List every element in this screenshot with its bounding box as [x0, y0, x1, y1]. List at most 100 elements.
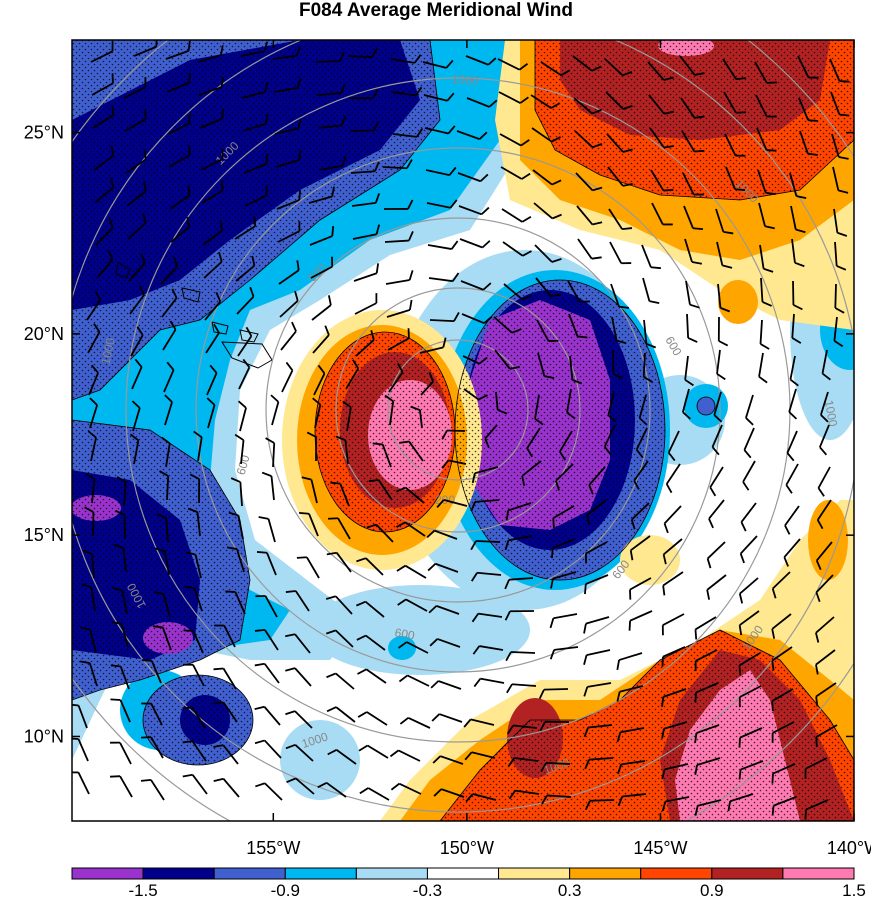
wind-barb [189, 473, 201, 504]
wind-barb [607, 166, 633, 187]
wind-barb [504, 610, 535, 621]
wind-barb [237, 400, 247, 432]
wind-barb [429, 638, 461, 648]
wind-barb [335, 435, 349, 465]
wind-barb [111, 621, 129, 648]
wind-barb [535, 277, 562, 298]
wind-barb [694, 649, 718, 671]
wind-barb [568, 313, 588, 339]
colorbar-swatch [569, 867, 642, 880]
wind-barb [226, 546, 245, 573]
wind-barb [470, 499, 500, 512]
wind-barb [465, 55, 497, 66]
wind-barb [277, 221, 301, 243]
wind-barb [465, 793, 497, 803]
ring-label: 600 [394, 625, 416, 642]
colorbar-swatch [142, 867, 215, 880]
wind-barb [169, 185, 191, 210]
wind-barb [456, 130, 488, 140]
wind-barb [185, 551, 202, 579]
wind-barb [276, 189, 302, 210]
ring-label: 600 [234, 453, 253, 476]
wind-barb [586, 499, 607, 525]
colorbar-label: -0.3 [413, 881, 442, 900]
x-tick-label: 140°W [827, 838, 871, 858]
wind-barb [463, 388, 488, 401]
colorbar-swatch [782, 867, 855, 880]
wind-barb [350, 161, 380, 174]
wind-barb [484, 424, 498, 449]
wind-barb [727, 793, 754, 812]
wind-barb [213, 667, 237, 690]
wind-barb [199, 108, 224, 129]
range-ring-800 [195, 147, 721, 673]
wind-barb [384, 231, 414, 243]
wind-barb [384, 394, 395, 426]
wind-barb [706, 541, 726, 569]
wind-barb [399, 717, 431, 729]
wind-barb [325, 629, 354, 648]
wind-barb [771, 688, 794, 712]
wind-barb [204, 291, 222, 321]
wind-barb [433, 788, 465, 798]
wind-barb [616, 652, 643, 671]
wind-barb [830, 91, 850, 117]
wind-barb [390, 54, 422, 64]
wind-barb [368, 479, 393, 501]
wind-barb [790, 205, 806, 234]
wind-barb [94, 177, 115, 204]
ring-label: 1000 [451, 72, 479, 88]
wind-barb [372, 442, 392, 468]
y-tick-label: 15°N [24, 525, 64, 545]
wind-barb [281, 361, 294, 393]
wind-barb [572, 55, 602, 72]
wind-barb [385, 270, 414, 285]
wind-barb [661, 646, 686, 667]
wind-barb [261, 471, 275, 501]
wind-barb [497, 58, 529, 71]
wind-barb [256, 551, 277, 576]
wind-barb [213, 777, 240, 798]
wind-barb [126, 181, 147, 207]
wind-barb [241, 81, 269, 99]
wind-barb [783, 538, 801, 567]
wind-barb [419, 337, 447, 354]
wind-barb [538, 688, 569, 700]
wind-barb [427, 240, 459, 250]
wind-barb [549, 613, 578, 629]
wind-barb [834, 241, 847, 271]
wind-barb [399, 440, 424, 462]
wind-barb [531, 127, 561, 143]
wind-barb [93, 145, 115, 171]
wind-barb [274, 118, 302, 135]
wind-barb [791, 238, 805, 268]
wind-barb [390, 782, 422, 795]
wind-barb [507, 757, 539, 767]
wind-barb [140, 778, 165, 801]
wind-barb [789, 355, 799, 387]
wind-barb [234, 216, 257, 240]
wind-barb [82, 549, 95, 579]
x-axis: 155°W 150°W 145°W 140°W [246, 40, 871, 858]
wind-barb [550, 571, 577, 589]
wind-barb [526, 427, 541, 458]
wind-barb [470, 571, 502, 582]
wind-barb [316, 83, 346, 96]
wind-barb [236, 286, 255, 315]
wind-barb [184, 585, 203, 612]
wind-barb [95, 218, 114, 246]
wind-barb [493, 316, 522, 334]
wind-barb [567, 280, 590, 303]
wind-barb [141, 736, 164, 759]
wind-barb [357, 668, 387, 684]
wind-barb [464, 751, 496, 761]
wind-barb [348, 89, 379, 100]
wind-barb [235, 255, 256, 282]
wind-barb [308, 186, 335, 204]
wind-barb [214, 624, 236, 648]
wind-barb [711, 424, 723, 456]
wind-barb [706, 574, 727, 600]
wind-barb [616, 727, 645, 743]
wind-barb [686, 313, 698, 343]
wind-barb [206, 364, 218, 396]
